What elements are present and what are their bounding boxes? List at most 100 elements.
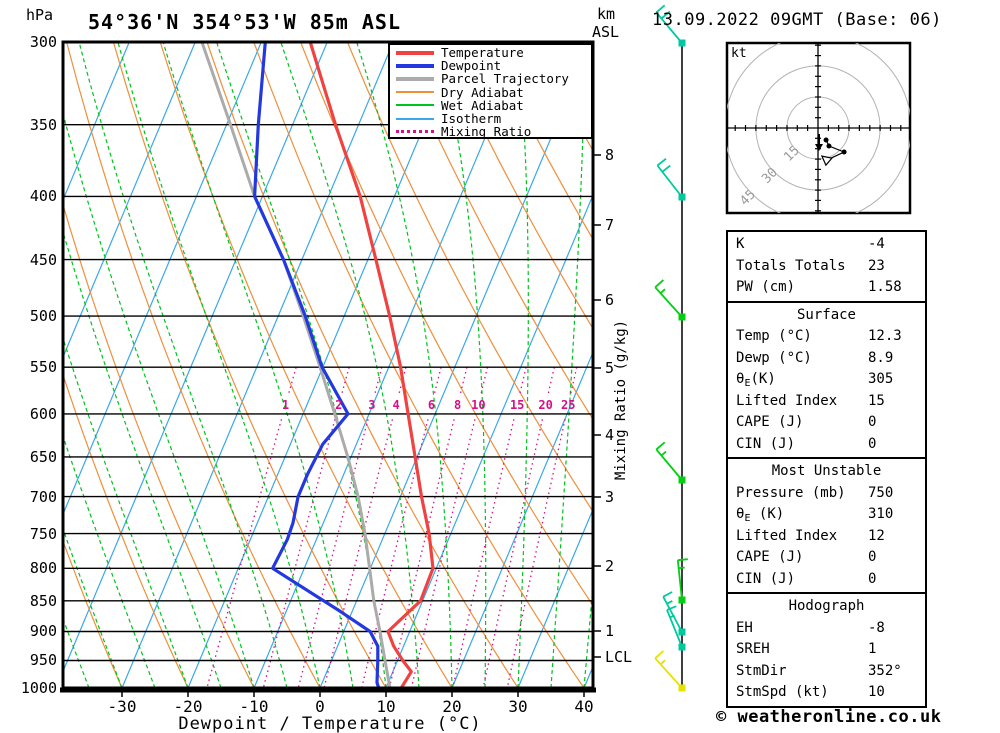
info-table-row: PW (cm) 1.58 [728,277,925,299]
mixing-ratio-value-label: 25 [560,398,576,412]
info-table-row-value: 310 [868,506,894,522]
pressure-tick-label: 950 [29,651,57,670]
info-table-row: CAPE (J) 0 [728,412,925,434]
info-table-row: EH -8 [728,618,925,640]
info-table-row-value: 1.58 [868,279,902,295]
temperature-tick-label: -10 [239,697,269,716]
pressure-gridlines [63,124,593,662]
info-table-row: θE(K) 305 [728,369,925,391]
legend-item: Wet Adiabat [390,97,591,113]
mixing-ratio-value-label: 3 [368,398,376,412]
info-table-row-label: StmSpd (kt) [736,684,829,700]
info-table-row-value: 750 [868,484,894,501]
info-table-row-value: 352° [868,662,902,679]
pressure-axis-unit: hPa [26,6,54,24]
info-table-row: CIN (J) 0 [728,434,925,456]
km-tick-label: 7 [605,216,615,234]
km-tick-label: 2 [605,557,615,575]
info-table-row-value: 12 [868,527,885,544]
altitude-axis-unit-asl: ASL [592,23,620,41]
info-table-row-value: 0 [868,549,877,565]
legend-swatch-thick [396,76,434,81]
temperature-tick-label: 40 [574,697,594,716]
temperature-tick-label: 20 [442,697,462,716]
temperature-tick-label: -30 [107,697,137,716]
temperature-curve [308,42,435,688]
info-tables: K -4 Totals Totals 23 PW (cm) 1.58 Surface Temp… [726,230,927,708]
mixing-ratio-value-label: 15 [509,398,525,412]
legend-swatch-thin [396,117,434,120]
info-table-row-value: 8.9 [868,349,894,366]
mixing-ratio-value-label: 10 [471,398,486,412]
pressure-tick-label: 600 [29,404,57,423]
legend-item: Dewpoint [390,58,591,74]
legend-swatch-thin [396,91,434,94]
copyright-text: © weatheronline.co.uk [716,707,942,727]
info-table-row: Temp (°C) 12.3 [728,326,925,348]
info-table-row: SREH 1 [728,639,925,661]
info-table-row: CIN (J) 0 [728,569,925,591]
legend-item-label: Dry Adiabat [441,84,524,100]
info-table-row-label: CIN (J) [736,435,796,452]
info-table-row-label: Lifted Index [736,527,838,544]
legend-item-label: Dewpoint [441,58,502,74]
km-tick-label: 5 [605,359,615,377]
info-table-row: StmDir 352° [728,661,925,683]
info-table-row-value: 0 [868,570,877,587]
info-table-row: Lifted Index 12 [728,526,925,548]
info-table-row-value: 12.3 [868,328,902,344]
info-table: Most Unstable Pressure (mb) 750 θE (K) 310 Li… [726,457,927,594]
mixing-ratio-value-label: 1 [281,398,290,412]
info-table: Surface Temp (°C) 12.3 Dewp (°C) 8.9 θE(K) 305… [726,300,927,459]
legend: Temperature Dewpoint Parcel Trajectory Dry … [388,43,593,139]
info-table-row-label: EH [736,619,753,636]
legend-item-label: Wet Adiabat [441,97,524,113]
info-table-row-label: CIN (J) [736,570,796,587]
info-table-row-label: StmDir [736,662,787,679]
lcl-label: LCL [605,648,633,666]
legend-item-label: Mixing Ratio [441,124,532,140]
pressure-tick-label: 450 [29,250,57,269]
info-table-row: CAPE (J) 0 [728,547,925,569]
info-table-row-label: Totals Totals [736,257,846,274]
info-table-row-label: θE(K) [736,371,776,389]
info-table-row: Dewp (°C) 8.9 [728,348,925,370]
info-table-row: Lifted Index 15 [728,391,925,413]
pressure-tick-label: 300 [29,33,57,51]
legend-item-label: Temperature [441,45,524,61]
info-table-row: Totals Totals 23 [728,256,925,278]
info-table-row-label: Lifted Index [736,392,838,409]
plot-border-and-ticks [60,40,601,697]
hodograph-unit-label: kt [731,46,747,61]
info-table-row-label: Temp (°C) [736,328,812,344]
wind-barb [654,279,686,321]
legend-item: Mixing Ratio [390,124,591,140]
isotherm-lines [63,42,593,688]
pressure-tick-label: 400 [29,187,57,206]
info-table-row-value: 0 [868,435,877,452]
temperature-tick-label: -20 [173,697,203,716]
pressure-tick-label: 650 [29,447,57,466]
legend-item: Dry Adiabat [390,84,591,100]
pressure-tick-label: 1000 [20,679,57,697]
legend-swatch-thin [396,104,434,107]
info-table-row-label: Pressure (mb) [736,484,846,501]
info-table-row-label: CAPE (J) [736,549,804,565]
hodograph [725,41,912,215]
info-table-row-value: 23 [868,257,885,274]
info-table-row-value: 10 [868,684,885,700]
run-date-label: 13.09.2022 09GMT (Base: 06) [652,10,942,30]
temperature-tick-label: 0 [315,697,325,716]
mixing-ratio-axis-title: Mixing Ratio (g/kg) [613,319,629,481]
info-table-row-value: 1 [868,641,877,657]
pressure-tick-label: 500 [29,307,57,326]
km-tick-label: 3 [605,488,615,506]
wind-barb [655,441,686,484]
legend-swatch-thick [396,50,434,55]
legend-item: Isotherm [390,111,591,127]
info-table-row: Pressure (mb) 750 [728,483,925,505]
wind-barb [676,558,688,604]
legend-item-label: Isotherm [441,111,502,127]
